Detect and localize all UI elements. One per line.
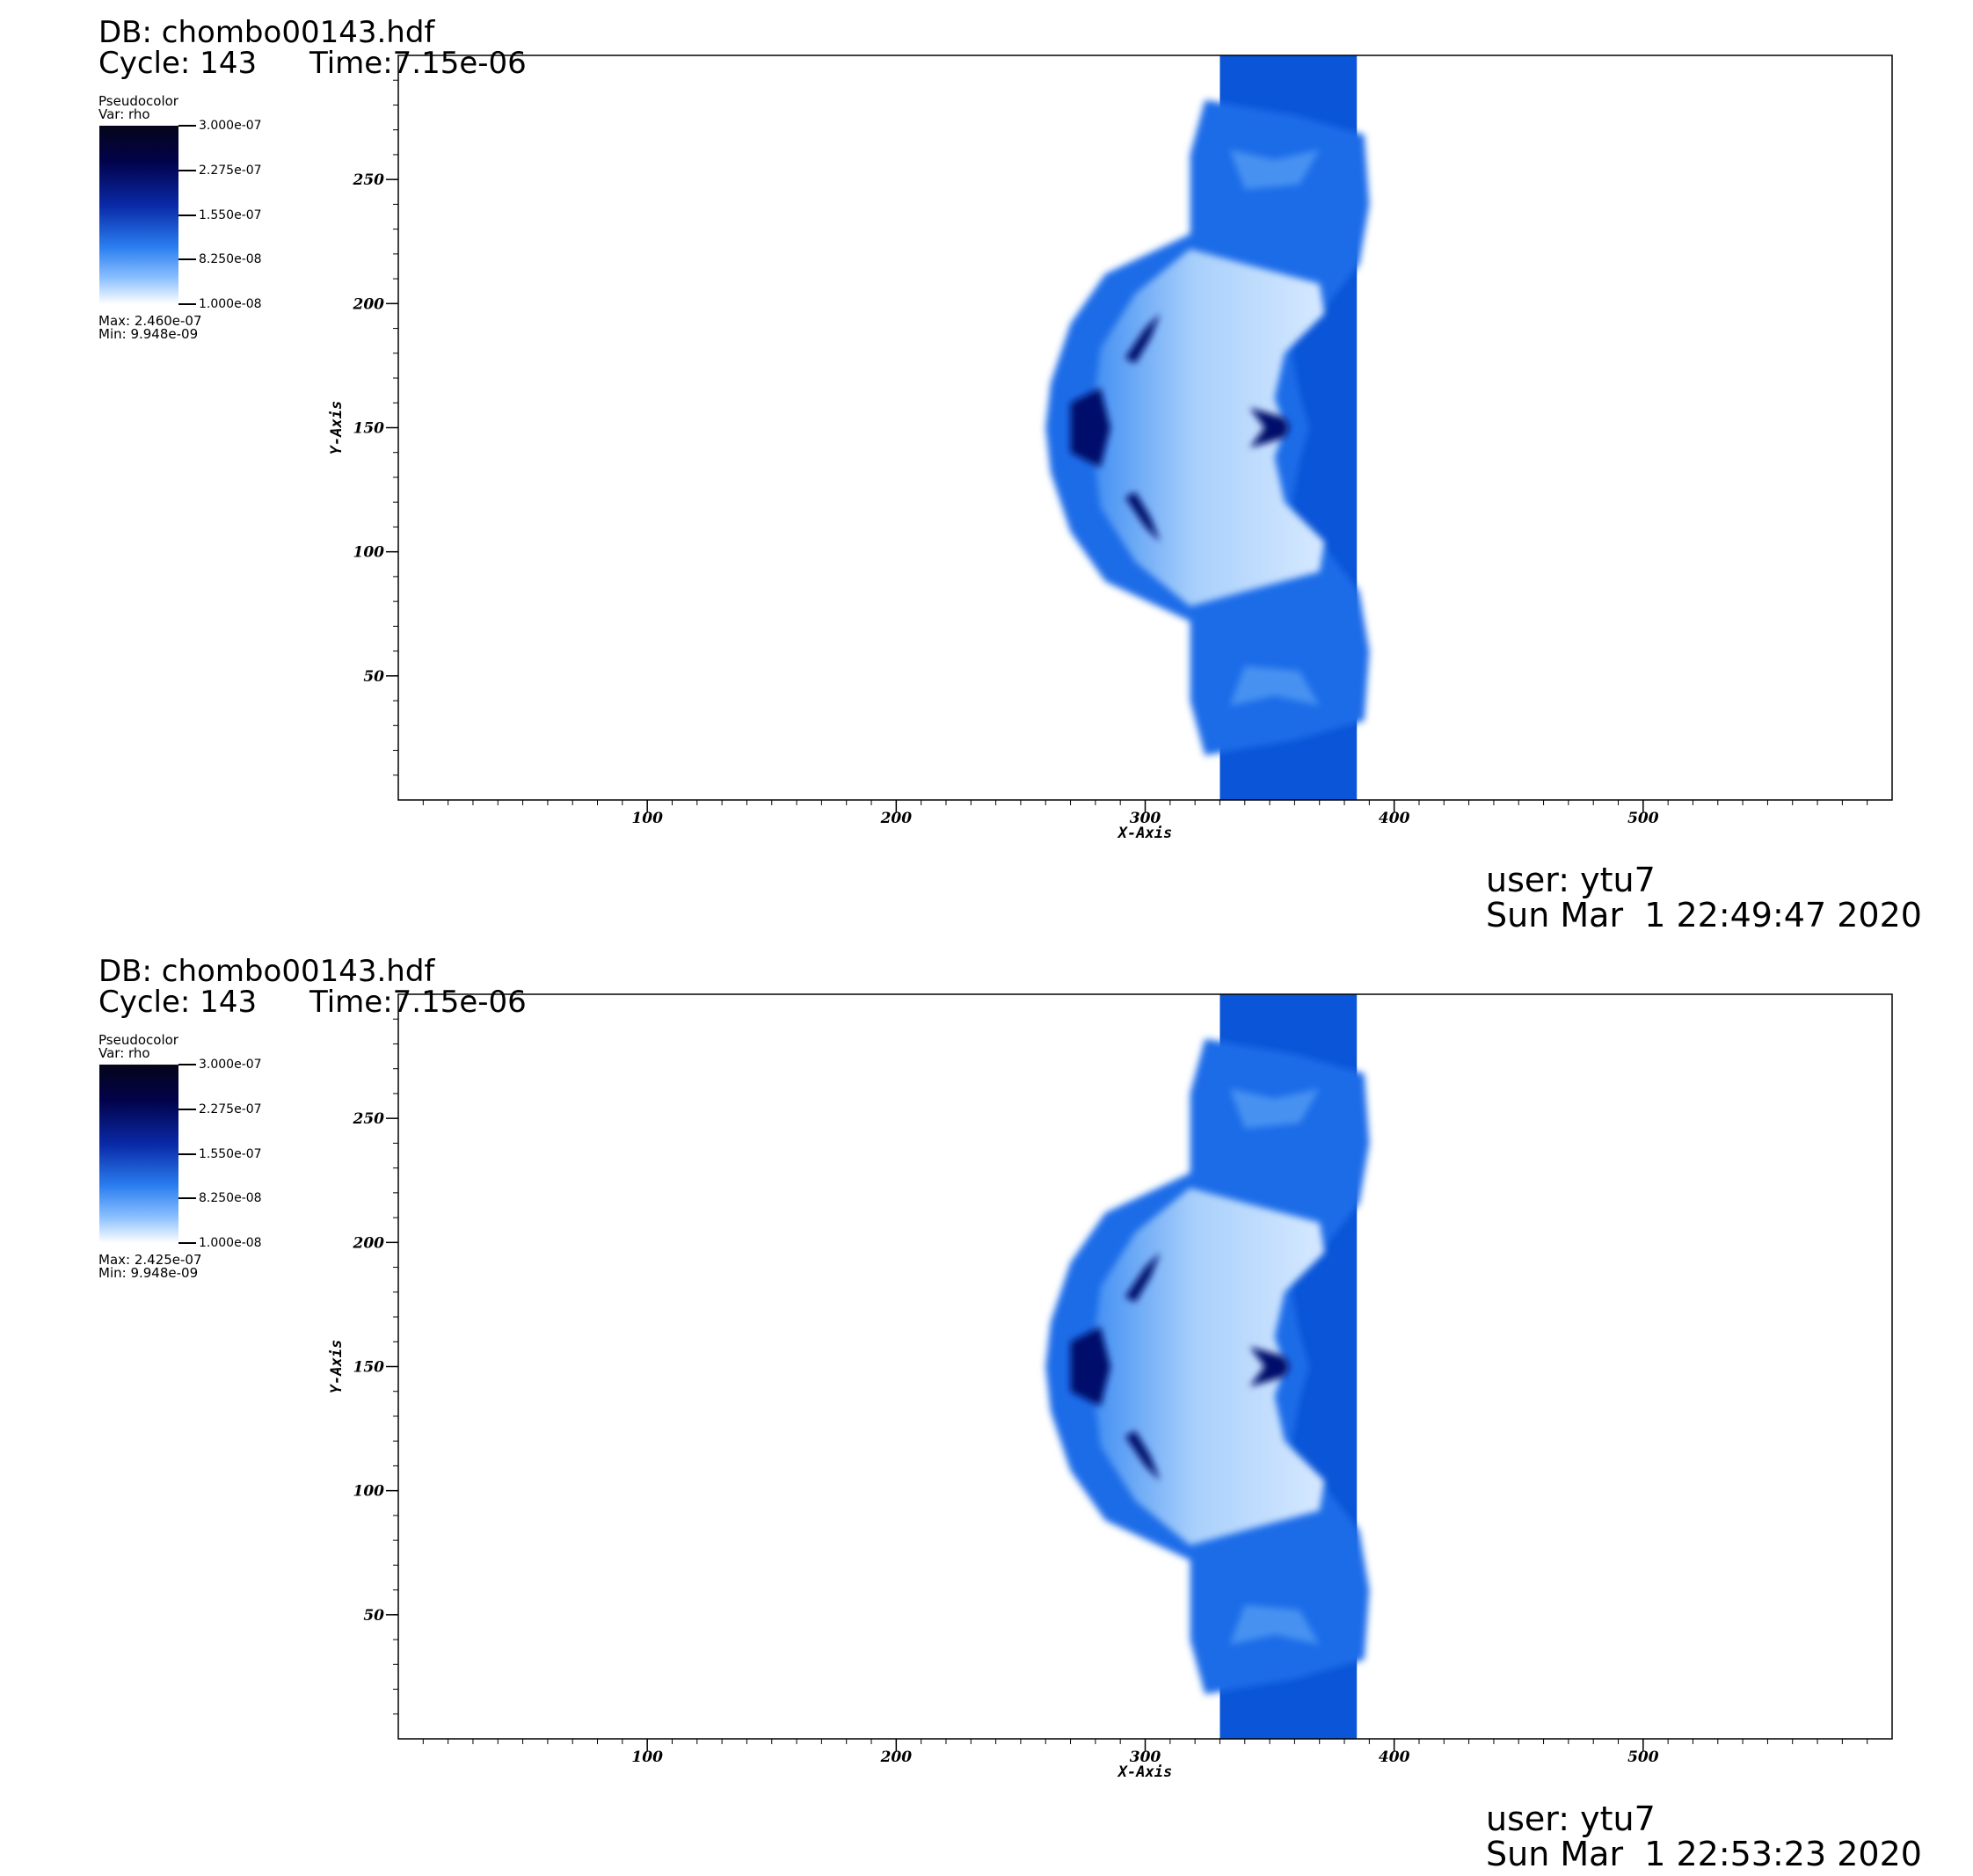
visit-plot-window: DB: chombo00143.hdf Cycle: 143 Time:7.15… <box>0 939 1973 1876</box>
x-tick-label: 200 <box>880 810 913 827</box>
legend-variable: Var: rho <box>98 1045 150 1061</box>
dense-filament <box>1125 313 1161 364</box>
colorbar-tick <box>178 1064 196 1065</box>
visit-plot-window: DB: chombo00143.hdf Cycle: 143 Time:7.15… <box>0 0 1973 937</box>
colorbar <box>99 1065 178 1243</box>
dense-filament <box>1125 491 1161 542</box>
dense-filament <box>1125 1430 1161 1481</box>
y-axis-label: Y-Axis <box>328 401 346 454</box>
cycle-label: Cycle: 143 <box>98 985 258 1020</box>
x-tick-label: 100 <box>631 1749 663 1766</box>
colorbar-tick <box>178 1108 196 1110</box>
density-field <box>1045 55 1370 800</box>
legend-max: Max: 2.425e-07 <box>98 1252 202 1268</box>
colorbar-tick-label: 1.550e-07 <box>199 1146 262 1161</box>
y-tick-label: 250 <box>353 171 385 189</box>
dense-filament <box>1249 1346 1290 1387</box>
x-tick-label: 300 <box>1130 1749 1161 1766</box>
colorbar-tick-label: 1.000e-08 <box>199 297 262 311</box>
y-tick-label: 50 <box>363 668 384 686</box>
cap-patch <box>1229 1088 1320 1129</box>
x-tick-label: 400 <box>1379 810 1410 827</box>
date-label: Sun Mar 1 22:53:23 2020 <box>1486 1835 1922 1873</box>
colorbar-tick <box>178 169 196 171</box>
density-field <box>1045 994 1370 1739</box>
x-axis-label: X-Axis <box>1117 1763 1172 1781</box>
colorbar <box>99 126 178 304</box>
x-axis-label: X-Axis <box>1117 825 1172 842</box>
cap-patch <box>1229 665 1320 706</box>
legend-plot-type: Pseudocolor <box>98 1032 178 1048</box>
colorbar-tick-label: 2.275e-07 <box>199 1102 262 1116</box>
time-label: Time:7.15e-06 <box>309 985 527 1020</box>
dense-filament <box>1070 388 1110 468</box>
time-label: Time:7.15e-06 <box>309 46 527 81</box>
colorbar-tick-label: 8.250e-08 <box>199 252 262 267</box>
legend-variable: Var: rho <box>98 106 150 122</box>
y-tick-label: 100 <box>353 544 385 562</box>
user-label: user: ytu7 <box>1486 861 1656 899</box>
x-tick-label: 300 <box>1130 810 1161 827</box>
y-tick-label: 100 <box>353 1483 385 1501</box>
x-tick-label: 200 <box>880 1749 913 1766</box>
colorbar-tick-label: 1.550e-07 <box>199 207 262 222</box>
user-label: user: ytu7 <box>1486 1800 1656 1838</box>
legend-min: Min: 9.948e-09 <box>98 1265 199 1281</box>
y-tick-label: 50 <box>363 1607 384 1625</box>
colorbar-tick-label: 3.000e-07 <box>199 119 262 133</box>
y-axis-label: Y-Axis <box>328 1340 346 1393</box>
x-tick-label: 500 <box>1627 810 1659 827</box>
y-tick-label: 150 <box>353 420 385 438</box>
colorbar-tick <box>178 125 196 127</box>
y-tick-label: 250 <box>353 1110 385 1128</box>
x-tick-label: 100 <box>631 810 663 827</box>
x-tick-label: 400 <box>1379 1749 1410 1766</box>
colorbar-tick <box>178 214 196 216</box>
colorbar-tick <box>178 1242 196 1244</box>
y-tick-label: 200 <box>353 295 385 313</box>
legend-max: Max: 2.460e-07 <box>98 313 202 329</box>
database-label: DB: chombo00143.hdf <box>98 15 435 50</box>
dense-filament <box>1070 1327 1110 1407</box>
pseudocolor-plot: 50 100 150 200 250 100 200 300 400 500 X-Axis Y-Axi… <box>328 55 1893 842</box>
colorbar-tick <box>178 1197 196 1200</box>
cycle-label: Cycle: 143 <box>98 46 258 81</box>
colorbar-tick-label: 2.275e-07 <box>199 163 262 178</box>
legend-min: Min: 9.948e-09 <box>98 326 199 342</box>
colorbar-tick-label: 3.000e-07 <box>199 1058 262 1072</box>
pseudocolor-plot: 50 100 150 200 250 100 200 300 400 500 X-Axis Y-Axi… <box>328 993 1893 1781</box>
x-tick-label: 500 <box>1627 1749 1659 1766</box>
colorbar-tick <box>178 303 196 305</box>
dense-filament <box>1249 407 1290 448</box>
date-label: Sun Mar 1 22:49:47 2020 <box>1486 896 1922 934</box>
y-tick-label: 200 <box>353 1234 385 1252</box>
colorbar-tick-label: 8.250e-08 <box>199 1191 262 1206</box>
y-tick-label: 150 <box>353 1359 385 1377</box>
cap-patch <box>1229 1604 1320 1645</box>
colorbar-tick <box>178 1153 196 1155</box>
colorbar-tick <box>178 258 196 261</box>
database-label: DB: chombo00143.hdf <box>98 954 435 989</box>
dense-filament <box>1125 1252 1161 1303</box>
legend-plot-type: Pseudocolor <box>98 93 178 109</box>
colorbar-tick-label: 1.000e-08 <box>199 1236 262 1250</box>
cap-patch <box>1229 149 1320 190</box>
